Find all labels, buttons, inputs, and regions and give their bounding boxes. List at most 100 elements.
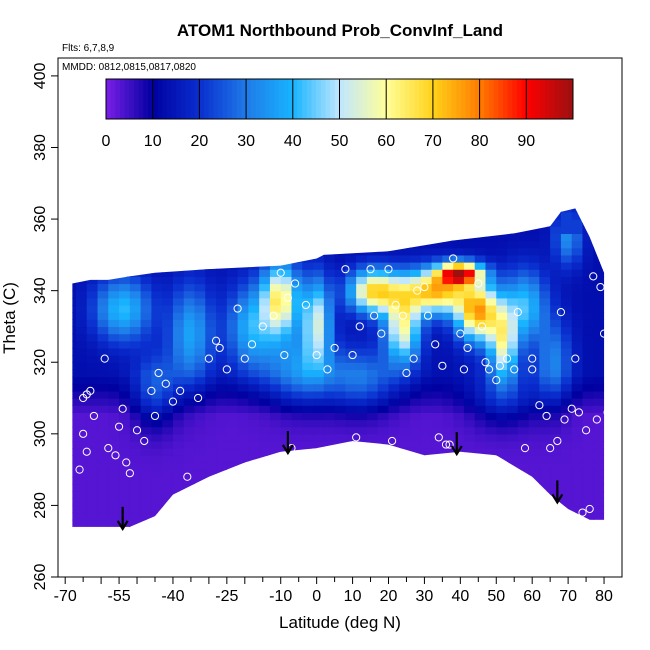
field-cell (172, 355, 185, 363)
field-cell (593, 469, 605, 478)
field-cell (485, 211, 497, 220)
field-cell (453, 469, 465, 478)
field-cell (172, 290, 185, 299)
field-cell (323, 369, 336, 378)
field-cell (323, 269, 336, 277)
field-cell (205, 326, 217, 335)
field-cell (237, 333, 249, 342)
field-cell (280, 333, 293, 342)
field-cell (539, 283, 551, 292)
field-cell (517, 455, 530, 464)
field-cell (291, 483, 303, 492)
field-cell (108, 290, 120, 299)
field-cell (151, 383, 163, 392)
field-cell (162, 469, 174, 478)
field-cell (151, 512, 163, 521)
field-cell (75, 362, 88, 370)
field-cell (560, 219, 573, 227)
field-cell (269, 355, 282, 363)
field-cell (453, 383, 465, 392)
field-cell (172, 304, 185, 313)
field-cell (517, 491, 530, 499)
field-cell (237, 233, 249, 242)
field-cell (593, 240, 605, 249)
field-cell (442, 269, 454, 277)
field-cell (356, 455, 368, 464)
observation-point (147, 386, 156, 395)
field-cell (463, 405, 476, 413)
field-cell (334, 519, 346, 527)
field-cell (517, 283, 530, 292)
field-cell (539, 198, 550, 206)
field-cell (453, 247, 465, 256)
field-cell (194, 312, 206, 320)
colorbar-segment (395, 79, 401, 119)
field-cell (86, 519, 99, 527)
field-cell (582, 433, 594, 442)
field-cell (205, 226, 217, 234)
field-cell (442, 376, 454, 385)
field-cell (108, 208, 120, 213)
field-cell (129, 262, 142, 270)
field-cell (366, 376, 379, 385)
field-cell (226, 469, 239, 478)
colorbar-segment (423, 79, 429, 119)
field-cell (517, 476, 530, 485)
field-cell (377, 491, 390, 499)
field-cell (463, 347, 476, 356)
field-cell (593, 355, 605, 363)
field-cell (517, 362, 530, 370)
field-cell (183, 347, 196, 356)
field-cell (280, 262, 293, 270)
field-cell (119, 505, 131, 514)
field-cell (140, 362, 153, 370)
field-cell (97, 483, 109, 492)
field-cell (172, 433, 185, 442)
field-cell (517, 269, 530, 277)
field-cell (377, 290, 390, 299)
field-cell (517, 512, 530, 521)
field-cell (560, 240, 573, 249)
field-cell (474, 226, 487, 234)
field-cell (237, 440, 249, 449)
field-cell (248, 290, 260, 299)
flight-arrow (551, 480, 564, 505)
field-cell (140, 455, 153, 464)
field-cell (507, 405, 519, 413)
field-cell (550, 376, 562, 385)
observation-point (556, 308, 566, 317)
flight-arrow (116, 506, 129, 531)
field-cell (410, 512, 422, 521)
field-cell (248, 405, 260, 413)
field-cell (571, 362, 584, 370)
field-cell (529, 534, 540, 542)
field-cell (432, 527, 443, 535)
colorbar-segment (465, 79, 471, 119)
field-cell (216, 211, 228, 220)
field-cell (528, 383, 540, 392)
field-cell (442, 233, 454, 242)
field-cell (550, 419, 562, 428)
field-cell (539, 240, 551, 249)
field-cell (237, 412, 249, 421)
field-cell (248, 376, 260, 385)
field-cell (528, 455, 540, 464)
field-cell (550, 398, 562, 406)
field-cell (140, 233, 153, 242)
field-cell (442, 426, 454, 435)
field-cell (420, 355, 433, 363)
field-cell (356, 304, 368, 313)
field-cell (420, 483, 433, 492)
field-cell (302, 247, 314, 256)
field-cell (507, 491, 519, 499)
field-cell (270, 198, 281, 206)
field-cell (119, 233, 131, 242)
field-cell (183, 383, 196, 392)
field-cell (496, 254, 508, 263)
field-cell (226, 412, 239, 421)
field-cell (151, 448, 163, 456)
field-cell (259, 297, 271, 306)
field-cell (366, 433, 379, 442)
field-cell (399, 527, 410, 535)
field-cell (248, 491, 260, 499)
